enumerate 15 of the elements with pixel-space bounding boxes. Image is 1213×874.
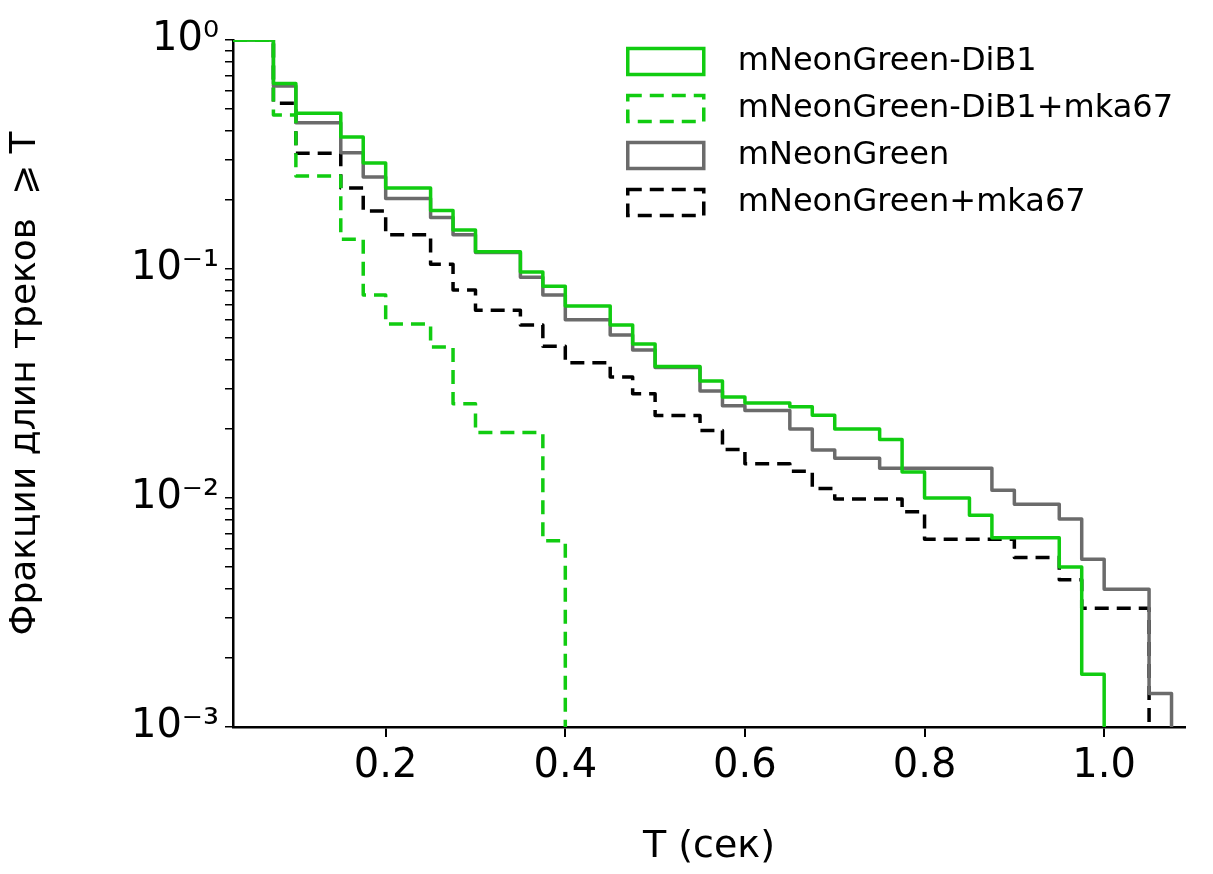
x-tick-label: 0.6: [713, 740, 777, 787]
y-tick-label: 10⁻³: [130, 700, 219, 747]
legend-label: mNeonGreen-DiB1: [737, 39, 1037, 78]
legend-label: mNeonGreen: [737, 133, 950, 172]
x-tick-label: 0.4: [533, 740, 598, 787]
legend-label: mNeonGreen-DiB1+mka67: [737, 86, 1173, 125]
x-tick-label: 1.0: [1072, 740, 1136, 787]
x-axis-title: T (сек): [641, 822, 776, 867]
y-axis-title: Фракции длин треков ⩾ T: [1, 130, 43, 636]
legend-label: mNeonGreen+mka67: [737, 180, 1086, 219]
y-tick-label: 10⁰: [152, 13, 219, 60]
x-tick-label: 0.8: [892, 740, 957, 787]
y-tick-label: 10⁻²: [130, 471, 219, 518]
x-tick-label: 0.2: [353, 740, 418, 787]
y-tick-label: 10⁻¹: [130, 242, 219, 289]
